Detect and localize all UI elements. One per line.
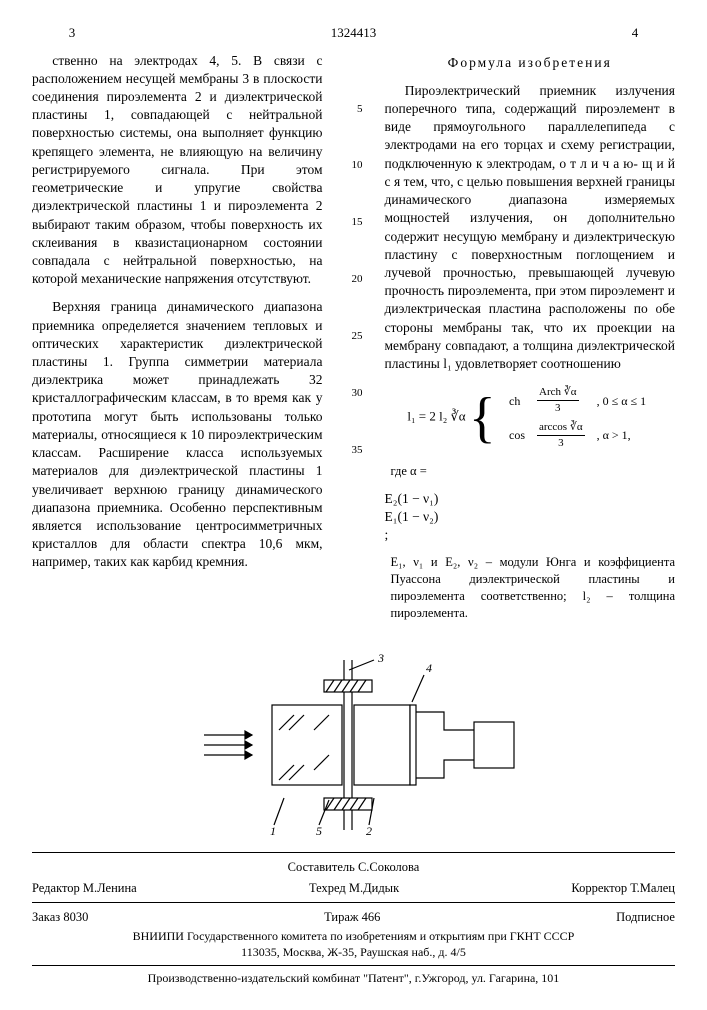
line-number: 15: [345, 215, 363, 230]
line-number: 10: [345, 158, 363, 173]
device-diagram: 1 5 2 3 4: [174, 650, 534, 840]
case2-frac: arccos ∛α 3: [537, 420, 585, 451]
svg-text:1: 1: [270, 824, 276, 838]
page-header: 3 1324413 4: [32, 24, 675, 42]
svg-text:3: 3: [377, 651, 384, 665]
printer-line: Производственно-издательский комбинат "П…: [32, 970, 675, 986]
line-number: 20: [345, 272, 363, 287]
formula-cases: ch Arch ∛α 3 , 0 ≤ α ≤ 1 cos arccos ∛α 3…: [503, 383, 652, 452]
where-legend: E₁, ν₁ и E₂, ν₂ – модули Юнга и коэффици…: [391, 554, 676, 622]
svg-text:2: 2: [366, 824, 372, 838]
line-number-gutter: 5 10 15 20 25 30 35: [345, 52, 363, 632]
right-column: Формула изобретения Пироэлектрический пр…: [385, 52, 676, 632]
footer-block: Составитель С.Соколова Редактор М.Ленина…: [32, 852, 675, 986]
svg-text:5: 5: [316, 824, 322, 838]
left-column: ственно на электродах 4, 5. В связи с ра…: [32, 52, 323, 632]
techred: Техред М.Дидык: [309, 880, 399, 897]
case2-fn: cos: [503, 418, 531, 453]
page-number-left: 3: [32, 24, 112, 42]
claims-title: Формула изобретения: [385, 54, 676, 72]
formula-lhs: l₁ = 2 l₂ ∛α: [407, 409, 465, 424]
left-para-1: ственно на электродах 4, 5. В связи с ра…: [32, 52, 323, 289]
line-number: 35: [345, 443, 363, 458]
tirage: Тираж 466: [324, 909, 380, 926]
editor: Редактор М.Ленина: [32, 880, 137, 897]
case1-fn: ch: [503, 383, 531, 418]
case2-cond: , α > 1,: [591, 418, 652, 453]
document-number: 1324413: [331, 24, 377, 42]
page-number-right: 4: [595, 24, 675, 42]
corrector: Корректор Т.Малец: [571, 880, 675, 897]
brace-icon: {: [469, 393, 496, 443]
formula-block: l₁ = 2 l₂ ∛α { ch Arch ∛α 3 , 0 ≤ α ≤ 1 …: [385, 383, 676, 452]
body-columns: ственно на электродах 4, 5. В связи с ра…: [32, 52, 675, 632]
case1-cond: , 0 ≤ α ≤ 1: [591, 383, 652, 418]
case1-frac: Arch ∛α 3: [537, 385, 579, 416]
compiler: Составитель С.Соколова: [288, 859, 420, 876]
claim-text: Пироэлектрический приемник излучения поп…: [385, 82, 676, 374]
line-number: 25: [345, 329, 363, 344]
left-para-2: Верхняя граница динамического диапазона …: [32, 298, 323, 571]
alpha-definition: где α =: [391, 463, 676, 480]
order: Заказ 8030: [32, 909, 88, 926]
line-number: 5: [345, 102, 363, 117]
svg-text:4: 4: [426, 661, 432, 675]
org-line: ВНИИПИ Государственного комитета по изоб…: [32, 928, 675, 944]
line-number: 30: [345, 386, 363, 401]
subscription: Подписное: [616, 909, 675, 926]
org-address: 113035, Москва, Ж-35, Раушская наб., д. …: [32, 944, 675, 960]
